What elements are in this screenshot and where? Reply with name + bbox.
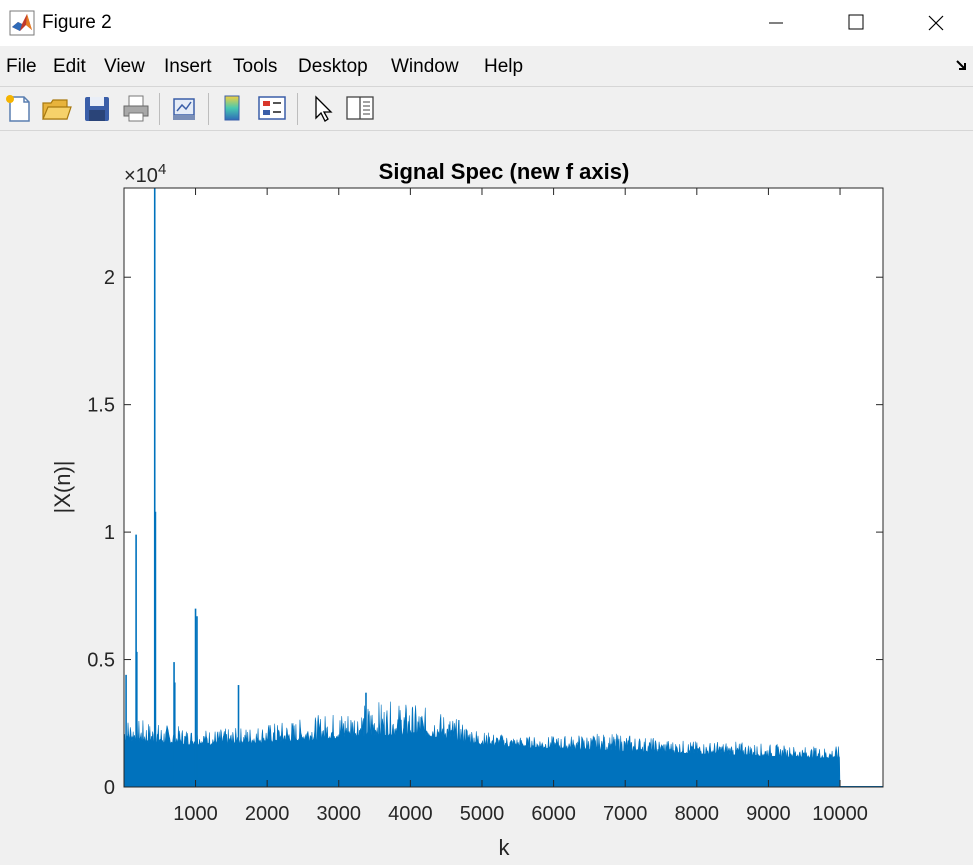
x-tick-label: 8000 [675,803,720,825]
print-figure-button[interactable] [119,91,153,125]
y-tick-label: 2 [104,267,115,289]
x-tick-label: 4000 [388,803,433,825]
y-exponent-label: ×104 [124,161,166,187]
dock-arrow-icon[interactable] [955,58,969,77]
close-button[interactable] [913,0,959,46]
edit-plot-button[interactable] [305,91,339,125]
menu-bar: File Edit View Insert Tools Desktop Wind… [0,50,973,86]
window-title-bar: Figure 2 [0,0,973,46]
close-icon [928,15,944,31]
axes-area[interactable] [124,188,883,787]
insert-colorbar-button[interactable] [216,91,250,125]
new-figure-button[interactable] [2,91,36,125]
printer-icon [123,95,149,122]
y-tick-label: 1.5 [87,395,115,417]
menu-separator [0,86,973,87]
toolbar-separator [159,93,160,125]
y-axis-label: |X(n)| [50,461,75,514]
new-file-icon [6,95,30,122]
chart-title: Signal Spec (new f axis) [379,159,630,184]
pointer-arrow-icon [315,95,333,122]
maximize-button[interactable] [832,0,878,46]
link-plot-button[interactable] [167,91,201,125]
toolbar-separator [297,93,298,125]
figure-toolbar [0,87,973,131]
y-tick-label: 1 [104,522,115,544]
menu-insert[interactable]: Insert [164,56,212,77]
window-title: Figure 2 [42,12,112,33]
x-tick-label: 2000 [245,803,290,825]
x-tick-label: 6000 [531,803,576,825]
x-axis-label: k [499,835,511,860]
x-tick-label: 1000 [173,803,218,825]
panel-icon [346,96,374,120]
property-inspector-button[interactable] [343,91,377,125]
minimize-button-real[interactable] [752,0,798,46]
menu-help[interactable]: Help [484,56,524,77]
menu-tools[interactable]: Tools [233,56,278,77]
y-tick-label: 0 [104,777,115,799]
folder-open-icon [42,99,72,120]
matlab-icon [9,10,35,36]
x-tick-label: 7000 [603,803,648,825]
menu-edit[interactable]: Edit [53,56,86,77]
maximize-icon [848,14,864,30]
insert-legend-button[interactable] [255,91,289,125]
minimize-icon [769,22,783,24]
x-axis-ticks: 1000 2000 3000 4000 5000 6000 7000 8000 9000 1000… [173,188,868,825]
y-axis-ticks: 0 0.5 1 1.5 2 [87,267,883,799]
menu-view[interactable]: View [104,56,145,77]
x-tick-label: 9000 [746,803,791,825]
x-tick-label: 10000 [812,803,868,825]
menu-window[interactable]: Window [391,56,459,77]
y-tick-label: 0.5 [87,650,115,672]
spectrum-plot[interactable]: 1000 2000 3000 4000 5000 6000 7000 8000 9000 1000… [0,131,973,865]
toolbar-separator [208,93,209,125]
menu-desktop[interactable]: Desktop [298,56,368,77]
colorbar-icon [224,95,240,121]
x-tick-label: 5000 [460,803,505,825]
spectrum-bars [123,701,841,788]
legend-icon [258,96,286,120]
save-figure-button[interactable] [80,91,114,125]
axes-frame [123,187,884,788]
menu-file[interactable]: File [6,56,37,77]
link-plot-icon [173,98,195,120]
save-disk-icon [85,97,109,121]
peak-bars [125,188,367,787]
x-tick-label: 3000 [317,803,362,825]
open-file-button[interactable] [39,91,73,125]
